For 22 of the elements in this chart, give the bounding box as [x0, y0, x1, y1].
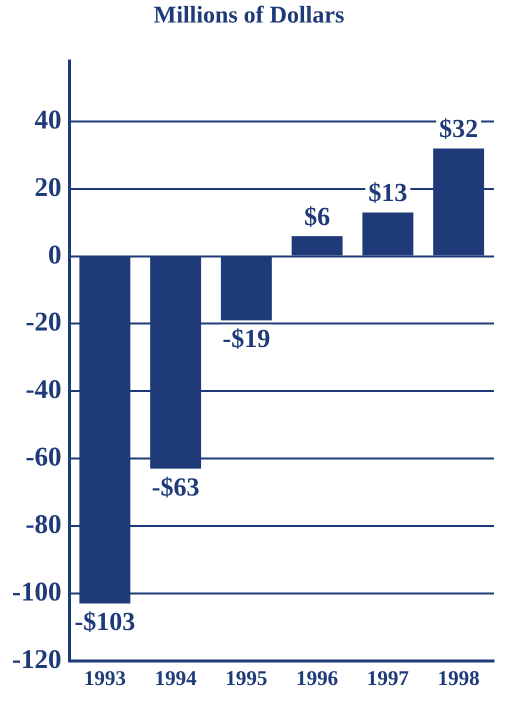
x-tick-label: 1997	[366, 666, 409, 690]
y-tick-label: -120	[12, 644, 62, 674]
y-tick-label: -20	[25, 306, 62, 337]
data-label: $13	[368, 178, 408, 208]
data-label: -$103	[74, 607, 136, 636]
x-tick-label: 1994	[154, 666, 198, 690]
data-label: $6	[304, 202, 330, 231]
data-label: -$63	[152, 472, 200, 502]
y-tick-label: -100	[12, 576, 62, 606]
y-tick-label: 40	[34, 104, 62, 134]
x-tick-label: 1995	[225, 666, 268, 690]
y-tick-label: 0	[48, 239, 62, 270]
chart-title: Millions of Dollars	[154, 2, 344, 29]
y-tick-label: 20	[34, 172, 62, 202]
data-label: $32	[439, 114, 478, 144]
x-tick-label: 1996	[296, 666, 338, 690]
y-tick-label: -40	[25, 374, 62, 404]
x-tick-label: 1993	[84, 666, 126, 690]
y-tick-label: -60	[25, 442, 62, 472]
x-tick-label: 1998	[438, 666, 480, 690]
data-label: -$19	[222, 324, 270, 354]
y-tick-label: -80	[25, 508, 62, 539]
